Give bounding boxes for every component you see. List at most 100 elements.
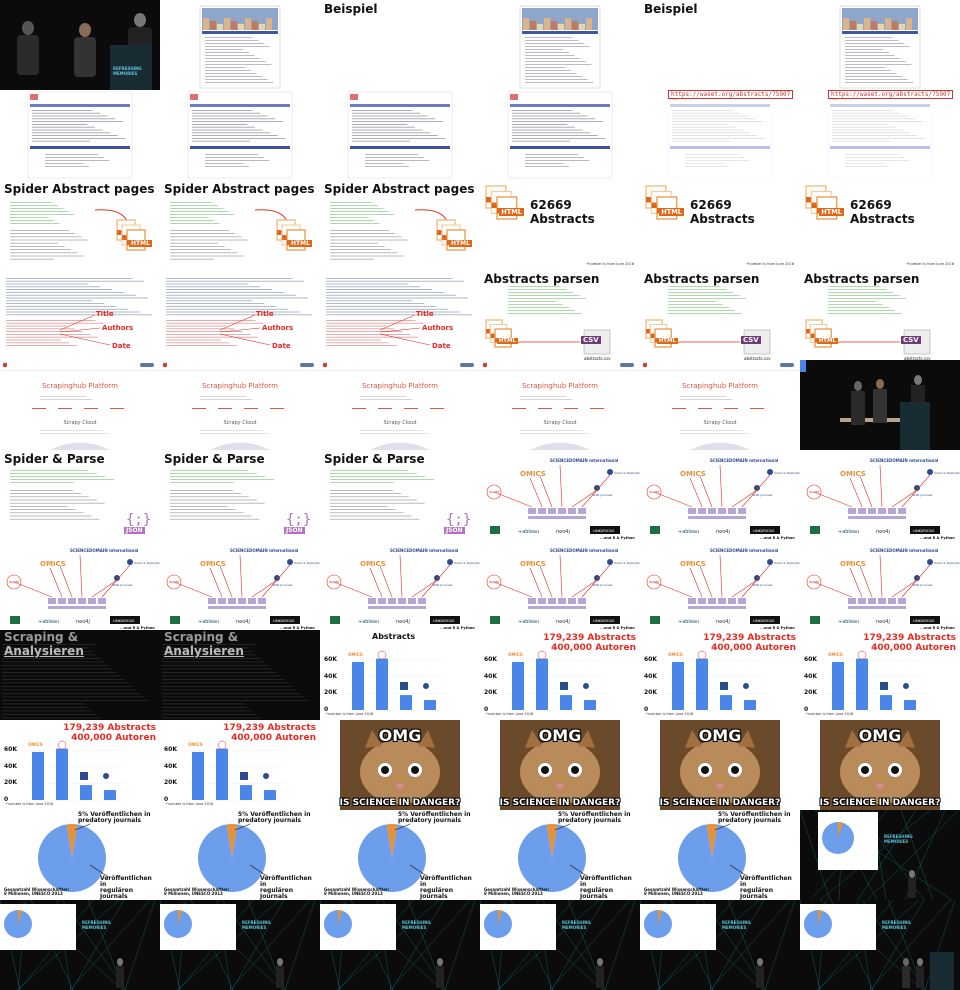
frame-pie: 5% Veröffentlichen in predatory journals V…: [0, 810, 160, 900]
bar: [584, 700, 596, 710]
stage-with-screen-image: [800, 810, 960, 900]
publisher-network-diagram: SCIENCEDOMAIN internationalOMICSWASETSci…: [166, 548, 320, 630]
stage-with-screen-image: [320, 900, 476, 990]
y-tick-label: 0: [164, 796, 169, 803]
slide-title: Spider & Parse: [4, 452, 105, 466]
waset-logo: [377, 650, 387, 660]
authors-annotation: Authors: [262, 324, 294, 332]
svg-text:SCIENCEDOMAIN international: SCIENCEDOMAIN international: [70, 548, 139, 553]
frame-stage4: REFRESHING MEMORIES: [480, 900, 640, 990]
svg-text:Science Publications: Science Publications: [614, 471, 640, 475]
csv-filename: abstracts.csv: [744, 356, 771, 360]
refreshing-memories-logo: REFRESHING MEMORIES: [722, 920, 751, 930]
y-tick-label: 40K: [4, 762, 17, 770]
refreshing-text: REFRESHING: [722, 920, 751, 925]
stats-headline: 179,239 Abstracts 400,000 Autoren: [543, 633, 636, 653]
pie-slice: [518, 824, 586, 892]
waset-logo: [537, 650, 547, 660]
frame-bar: 179,239 Abstracts 400,000 Autoren OMICS 0 20…: [800, 630, 960, 720]
science-pub-logo: [743, 683, 749, 689]
publisher-network-diagram: SCIENCEDOMAIN internationalOMICSWASETSci…: [486, 458, 640, 540]
svg-text:IOSR Journals: IOSR Journals: [272, 583, 293, 587]
pie-slice: [38, 824, 107, 892]
omg-cat-meme-image: [820, 720, 940, 810]
html-label: HTML: [499, 208, 524, 216]
regular-label: Veröffentlichen in regulären Journals: [100, 876, 160, 900]
svg-text:SCIENCEDOMAIN international: SCIENCEDOMAIN international: [550, 548, 619, 553]
slide-title: Abstracts parsen: [644, 272, 760, 286]
spider-parse-code: {;}: [10, 470, 151, 528]
svg-text:+ableau: +ableau: [358, 619, 379, 625]
refreshing-text: REFRESHING: [884, 834, 913, 839]
y-tick-label: 40K: [804, 672, 817, 680]
html-label: HTML: [819, 208, 844, 216]
frame-urlr: https://waset.org/abstracts/75907: [640, 90, 800, 180]
meme-bottom-text: IS SCIENCE IN DANGER?: [499, 798, 621, 808]
stage-with-screen-image: [640, 900, 796, 990]
memories-text: MEMORIES: [722, 925, 747, 930]
svg-text:LINKURIOUS: LINKURIOUS: [433, 619, 455, 623]
predatory-label-line2: predatory journals: [718, 817, 781, 824]
svg-text:...and R & Python: ...and R & Python: [120, 626, 155, 630]
frame-parsecsv: Abstracts parsen HTML CSV abstracts.csv: [640, 270, 800, 360]
slide-title: Scraping & Analysieren: [4, 630, 160, 658]
page-placeholder-lines: [32, 363, 154, 450]
y-tick-label: 60K: [4, 746, 17, 754]
bar: [696, 658, 708, 710]
authors-annotation: Authors: [422, 324, 454, 332]
abstracts-stat: 179,239 Abstracts: [703, 633, 796, 643]
svg-text:IOSR Journals: IOSR Journals: [752, 493, 773, 497]
frame-parsecode: Title Authors Date: [0, 270, 160, 360]
frame-count: HTML 62669 Abstracts *number is from June …: [480, 180, 640, 270]
frame-stage1b: Beispiel: [640, 0, 800, 90]
total-scientists-note: Gesamtzahl Wissenschaftler: 8 Millionen, …: [644, 888, 710, 896]
iosr-logo: [400, 682, 408, 690]
svg-text:LINKURIOUS: LINKURIOUS: [753, 619, 775, 623]
bar: [536, 658, 548, 710]
frame-doc: [480, 90, 640, 180]
predatory-label: 5% Veröffentlichen in predatory journals: [558, 812, 631, 824]
y-tick-label: 60K: [804, 656, 817, 664]
svg-text:LINKURIOUS: LINKURIOUS: [593, 529, 615, 533]
total-note-line2: 8 Millionen, UNESCO 2013: [164, 891, 223, 896]
abstracts-bar-chart: OMICS: [186, 740, 286, 801]
refreshing-text: REFRESHING: [402, 920, 431, 925]
omg-cat-meme-image: [660, 720, 780, 810]
title-part-2: Analysieren: [164, 644, 244, 658]
pie-slice: [358, 824, 426, 892]
html-files-icon: [276, 219, 306, 251]
frame-url0: [0, 90, 160, 180]
svg-text:neo4j: neo4j: [876, 619, 890, 625]
platform-title: Scrapinghub Platform: [682, 382, 758, 390]
meme-bottom-text: IS SCIENCE IN DANGER?: [659, 798, 781, 808]
iosr-logo: [720, 682, 728, 690]
svg-text:neo4j: neo4j: [556, 529, 570, 535]
iosr-logo: [880, 682, 888, 690]
svg-text:LINKURIOUS: LINKURIOUS: [273, 619, 295, 623]
total-note-line1: Gesamtzahl Wissenschaftler:: [324, 887, 390, 892]
platform-title: Scrapinghub Platform: [522, 382, 598, 390]
refreshing-memories-logo: REFRESHING MEMORIES: [242, 920, 271, 930]
refreshing-memories-logo: REFRESHING MEMORIES: [402, 920, 431, 930]
predatory-pie-chart: [198, 823, 271, 892]
footnote: *number is from June 2018: [906, 262, 954, 266]
slide-title: Spider Abstract pages: [324, 182, 475, 196]
regular-label: Veröffentlichen in regulären Journals: [580, 876, 640, 900]
refreshing-text: REFRESHING: [562, 920, 591, 925]
svg-text:Science Publications: Science Publications: [614, 561, 640, 565]
platform-title: Scrapinghub Platform: [202, 382, 278, 390]
abstract-page-screenshot: [27, 91, 133, 179]
predatory-label: 5% Veröffentlichen in predatory journals: [398, 812, 471, 824]
frame-net: SCIENCEDOMAIN international OMICS WASET Sci…: [640, 540, 800, 630]
conference-website-screenshot: [839, 5, 921, 89]
html-parse-code: [326, 278, 473, 346]
stats-headline: 179,239 Abstracts 400,000 Autoren: [703, 633, 796, 653]
svg-text:+ableau: +ableau: [518, 529, 539, 535]
frame-net: SCIENCEDOMAIN international OMICS WASET Sci…: [800, 450, 960, 540]
date-annotation: Date: [112, 342, 131, 350]
publisher-network-diagram: SCIENCEDOMAIN internationalOMICSWASETSci…: [646, 458, 800, 540]
omics-logo: OMICS: [28, 742, 43, 747]
frame-parsecode: Title Authors Date: [320, 270, 480, 360]
scrapy-cloud-title: Scrapy Cloud: [63, 420, 97, 426]
predatory-label-line2: predatory journals: [558, 817, 621, 824]
